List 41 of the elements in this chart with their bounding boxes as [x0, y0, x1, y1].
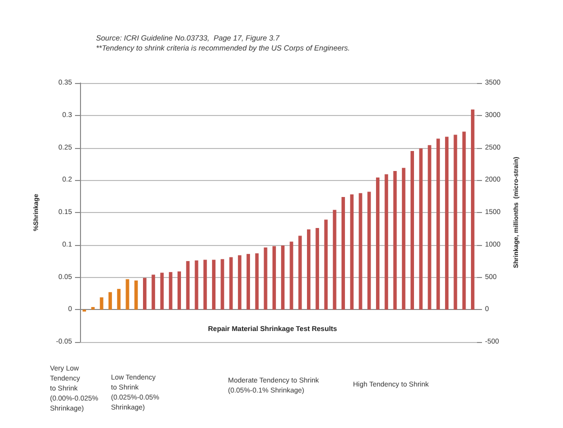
bar [168, 272, 172, 310]
bar [246, 254, 250, 310]
bar [126, 279, 130, 310]
bar [410, 150, 414, 310]
bar [203, 260, 207, 310]
bar [264, 247, 268, 310]
bar [306, 229, 310, 310]
bar [255, 253, 259, 310]
bar [108, 292, 112, 310]
bar [402, 168, 406, 310]
bar [229, 257, 233, 310]
bar [342, 196, 345, 310]
bar [316, 228, 320, 310]
bar [428, 145, 432, 310]
bar [290, 242, 294, 310]
bar [445, 136, 449, 310]
bar [384, 174, 388, 310]
bar [91, 307, 95, 310]
bar [281, 246, 285, 310]
bar [220, 259, 224, 310]
bar [178, 271, 181, 310]
bar [470, 110, 474, 310]
bar [238, 255, 242, 310]
bar [134, 280, 138, 310]
bar [367, 192, 371, 310]
bar [462, 132, 466, 310]
bar [117, 288, 121, 310]
bar [143, 278, 146, 310]
bar [186, 261, 190, 310]
bar [436, 138, 440, 310]
bar [419, 148, 423, 310]
bar [324, 220, 328, 310]
bar [272, 246, 276, 310]
bar [454, 134, 458, 310]
bar [100, 297, 104, 310]
bar [298, 236, 302, 310]
bar [212, 260, 216, 310]
bar [350, 194, 354, 310]
bar [152, 274, 156, 310]
bar [332, 210, 336, 310]
bar [376, 178, 380, 310]
